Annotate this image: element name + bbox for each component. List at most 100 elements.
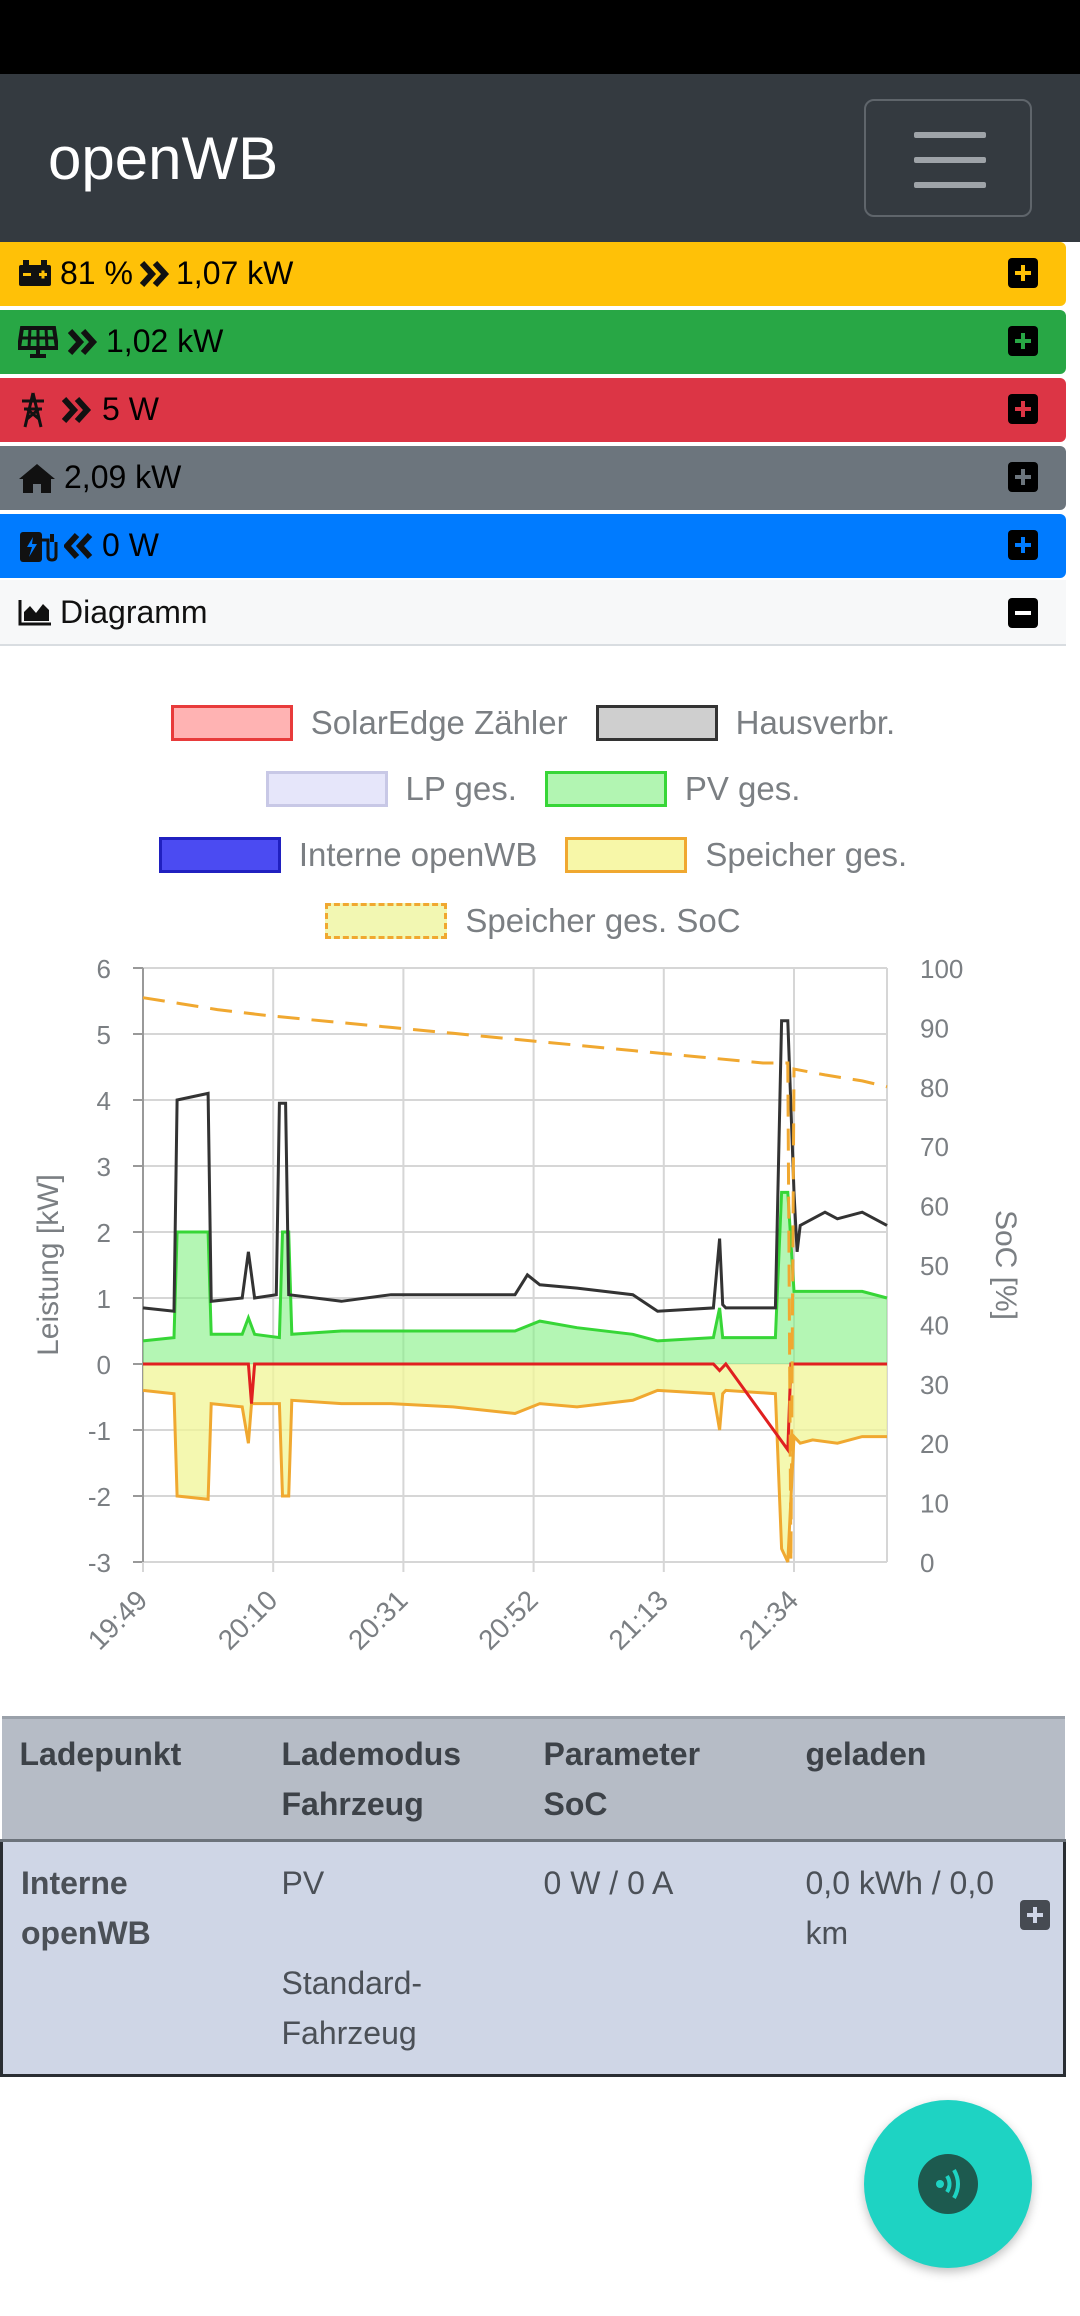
collapse-minus-icon[interactable] xyxy=(1008,598,1038,628)
legend-swatch xyxy=(158,837,281,873)
rfid-signal-icon xyxy=(918,2154,978,2214)
legend-label: SolarEdge Zähler xyxy=(310,704,568,741)
y-tick-label: 2 xyxy=(97,1218,111,1248)
floating-action-button[interactable] xyxy=(864,2100,1032,2268)
y2-tick-label: 70 xyxy=(920,1132,949,1162)
diagram-toggle-header[interactable]: Diagramm xyxy=(0,580,1066,646)
power-tower-icon xyxy=(22,392,44,428)
charging-station-icon xyxy=(20,532,58,562)
legend-swatch xyxy=(595,705,718,741)
house-status-bar[interactable]: 2,09 kW xyxy=(0,446,1066,510)
vehicle-name: Standard-Fahrzeug xyxy=(281,1965,423,2051)
column-header: Lademodus Fahrzeug xyxy=(263,1716,526,1842)
y2-tick-label: 90 xyxy=(920,1013,949,1043)
x-tick-label: 20:10 xyxy=(212,1584,283,1655)
battery-power-value: 1,07 kW xyxy=(176,255,294,291)
menu-toggle-button[interactable] xyxy=(864,99,1032,217)
home-icon xyxy=(19,464,55,493)
battery-status-bar[interactable]: 81 % 1,07 kW xyxy=(0,242,1066,306)
y-tick-label: -2 xyxy=(88,1482,111,1512)
charged-cell: 0,0 kWh / 0,0 km xyxy=(787,1840,1066,2077)
series-speicher-area xyxy=(143,1364,887,1562)
system-status-bar xyxy=(0,0,1080,74)
y2-tick-label: 100 xyxy=(920,954,963,984)
y-tick-label: 4 xyxy=(97,1086,111,1116)
y2-tick-label: 50 xyxy=(920,1251,949,1281)
grid-power-value: 5 W xyxy=(102,391,159,427)
hamburger-line xyxy=(914,157,986,163)
power-chart[interactable]: 6543210-1-2-3100908070605040302010019:49… xyxy=(0,940,1066,1690)
row-expand-plus-icon[interactable] xyxy=(1020,1900,1050,1930)
y-axis-label: Leistung [kW] xyxy=(32,1174,65,1356)
y2-tick-label: 0 xyxy=(920,1548,934,1578)
legend-swatch xyxy=(325,903,448,939)
legend-swatch xyxy=(565,837,688,873)
grid-status-bar[interactable]: 5 W xyxy=(0,378,1066,442)
legend-label: Interne openWB xyxy=(298,836,538,873)
column-header-label: Ladepunkt xyxy=(19,1736,182,1772)
column-header-label: Lademodus xyxy=(281,1736,462,1772)
battery-icon xyxy=(19,260,51,286)
legend-item-pv-ges[interactable]: PV ges. xyxy=(544,770,800,808)
legend-label: Speicher ges. SoC xyxy=(465,902,741,939)
series-speicher-soc-line xyxy=(142,996,888,1563)
brand-title[interactable]: openWB xyxy=(48,125,279,192)
chargepoint-name: Interne openWB xyxy=(0,1840,264,2077)
series-pv-area xyxy=(143,1192,887,1364)
x-tick-label: 20:31 xyxy=(342,1584,413,1655)
x-tick-label: 21:13 xyxy=(603,1584,674,1655)
legend-swatch xyxy=(170,705,293,741)
x-tick-label: 19:49 xyxy=(82,1584,153,1655)
legend-item-hausverbr[interactable]: Hausverbr. xyxy=(595,704,896,742)
charge-mode: PV xyxy=(281,1865,325,1901)
y-tick-label: 1 xyxy=(97,1284,111,1314)
x-tick-label: 21:34 xyxy=(733,1584,804,1655)
column-header-sublabel: Fahrzeug xyxy=(281,1786,424,1822)
y2-tick-label: 20 xyxy=(920,1429,949,1459)
parameter-value: 0 W / 0 A xyxy=(525,1840,788,2077)
charged-value: 0,0 kWh / 0,0 km xyxy=(805,1865,995,1951)
area-chart-icon xyxy=(18,600,51,626)
pv-power-value: 1,02 kW xyxy=(106,323,224,359)
double-chevron-right-icon xyxy=(68,328,98,356)
legend-label: LP ges. xyxy=(405,770,517,807)
chargepoint-power-value: 0 W xyxy=(102,527,159,563)
expand-plus-icon[interactable] xyxy=(1008,258,1038,288)
pv-status-bar[interactable]: 1,02 kW xyxy=(0,310,1066,374)
expand-plus-icon[interactable] xyxy=(1008,326,1038,356)
expand-plus-icon[interactable] xyxy=(1008,530,1038,560)
chart-legend: SolarEdge Zähler Hausverbr. LP ges. PV g… xyxy=(0,690,1066,954)
y-tick-label: -1 xyxy=(88,1416,111,1446)
legend-label: Speicher ges. xyxy=(705,836,908,873)
chargepoint-table: Ladepunkt Lademodus Fahrzeug Parameter SoC… xyxy=(0,1716,1066,2077)
table-header-row: Ladepunkt Lademodus Fahrzeug Parameter SoC… xyxy=(1,1716,1065,1842)
column-header-label: geladen xyxy=(805,1736,927,1772)
house-consumption-value: 2,09 kW xyxy=(64,459,182,495)
diagram-label: Diagramm xyxy=(60,594,208,630)
x-tick-label: 20:52 xyxy=(472,1584,543,1655)
column-header: geladen xyxy=(787,1716,1065,1842)
legend-item-interne-openwb[interactable]: Interne openWB xyxy=(158,836,538,874)
hamburger-line xyxy=(914,182,986,188)
legend-item-speicher-ges[interactable]: Speicher ges. xyxy=(565,836,907,874)
series-hausverbr-line xyxy=(142,1019,888,1313)
y2-tick-label: 60 xyxy=(920,1192,949,1222)
hamburger-line xyxy=(914,132,986,138)
y2-tick-label: 80 xyxy=(920,1073,949,1103)
y-tick-label: 5 xyxy=(97,1020,111,1050)
double-chevron-right-icon xyxy=(140,260,170,288)
expand-plus-icon[interactable] xyxy=(1008,394,1038,424)
legend-item-speicher-soc[interactable]: Speicher ges. SoC xyxy=(325,902,741,940)
top-navbar: openWB xyxy=(0,74,1080,242)
y-tick-label: 6 xyxy=(97,954,111,984)
expand-plus-icon[interactable] xyxy=(1008,462,1038,492)
table-row[interactable]: Interne openWB PV Standard-Fahrzeug 0 W … xyxy=(0,1840,1066,2077)
column-header-label: Parameter xyxy=(543,1736,701,1772)
legend-item-lp-ges[interactable]: LP ges. xyxy=(265,770,517,808)
chargepoint-status-bar[interactable]: 0 W xyxy=(0,514,1066,578)
legend-label: Hausverbr. xyxy=(735,704,896,741)
legend-swatch xyxy=(265,771,388,807)
legend-item-solaredge[interactable]: SolarEdge Zähler xyxy=(170,704,568,742)
double-chevron-left-icon xyxy=(64,532,93,560)
y2-tick-label: 40 xyxy=(920,1310,949,1340)
